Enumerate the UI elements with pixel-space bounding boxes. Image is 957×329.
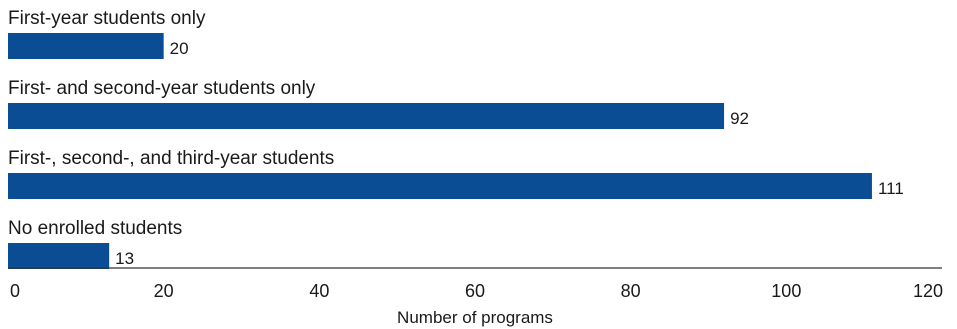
x-tick-label: 0 xyxy=(10,281,20,301)
x-axis-ticks: 0 20 40 60 80 100 120 xyxy=(10,281,943,301)
bar xyxy=(8,243,110,269)
value-label: 92 xyxy=(730,109,749,128)
value-label: 20 xyxy=(170,39,189,58)
x-tick-label: 60 xyxy=(465,281,485,301)
x-tick-label: 20 xyxy=(154,281,174,301)
bar xyxy=(8,173,872,199)
category-label: First-year students only xyxy=(8,8,206,29)
value-label: 13 xyxy=(115,249,134,268)
bars-layer: First-year students only 20 First- and sec… xyxy=(8,8,904,269)
value-label: 111 xyxy=(878,179,904,198)
x-tick-label: 80 xyxy=(621,281,641,301)
category-label: First- and second-year students only xyxy=(8,78,316,99)
x-tick-label: 100 xyxy=(771,281,801,301)
x-axis-title: Number of programs xyxy=(397,308,553,327)
category-label: No enrolled students xyxy=(8,218,182,239)
category-label: First-, second-, and third-year students xyxy=(8,148,334,169)
x-tick-label: 120 xyxy=(913,281,943,301)
x-tick-label: 40 xyxy=(309,281,329,301)
bar xyxy=(8,103,725,129)
bar xyxy=(8,33,164,59)
